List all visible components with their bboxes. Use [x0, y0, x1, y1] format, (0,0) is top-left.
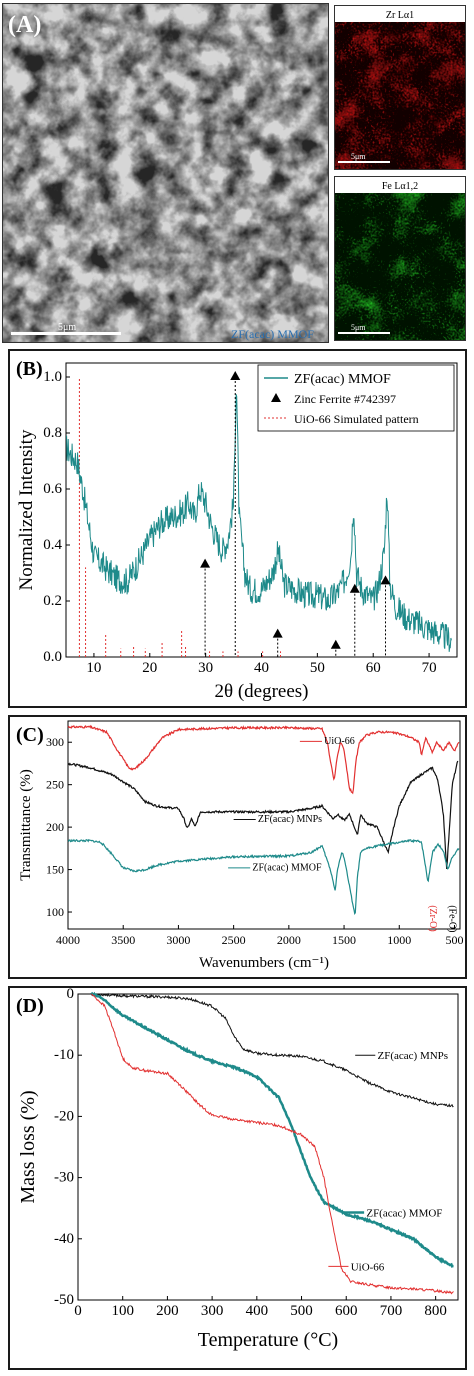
x-tick-label: 700: [380, 1303, 403, 1319]
ftir-trace-2: [67, 838, 460, 916]
x-tick-label: 1000: [387, 933, 411, 947]
x-axis-label: Temperature (°C): [198, 1329, 338, 1351]
y-tick-label: 0.8: [43, 425, 62, 441]
sem-scale-bar: [11, 332, 121, 335]
ferrite-marker: [349, 583, 360, 593]
x-tick-label: 200: [156, 1303, 179, 1319]
y-tick-label: 0.0: [43, 649, 62, 665]
x-tick-label: 2000: [277, 933, 301, 947]
y-tick-label: 0.6: [43, 481, 62, 497]
panel-a: (A) 5μm ZF(acac) MMOF: [2, 3, 329, 343]
mnps-annotation: ZF(acac) MNPs: [258, 814, 322, 825]
x-tick-label: 600: [335, 1303, 358, 1319]
fe-o-label: (Fe-O): [447, 905, 458, 932]
y-tick-label: 0.4: [43, 537, 62, 553]
ferrite-marker: [230, 371, 241, 380]
x-tick-label: 0: [74, 1303, 82, 1319]
mmof-annotation: ZF(acac) MMOF: [366, 1207, 442, 1219]
ferrite-marker: [330, 639, 341, 649]
x-tick-label: 40: [254, 660, 269, 676]
tga-trace-1: [90, 991, 454, 1268]
x-tick-label: 3500: [111, 933, 135, 947]
legend-label: ZF(acac) MMOF: [294, 372, 391, 387]
x-tick-label: 4000: [56, 933, 80, 947]
ferrite-marker: [272, 628, 283, 638]
y-tick-label: 100: [46, 905, 64, 919]
panel-c: 4000 3500 3000 2500 2000 1500 1000 500 100 150 200…: [8, 715, 467, 979]
x-tick-label: 500: [445, 933, 463, 947]
x-tick-label: 400: [246, 1303, 269, 1319]
fe-map-title: Fe Lα1,2: [382, 181, 418, 192]
x-axis-label: 2θ (degrees): [214, 681, 308, 702]
mnps-annotation: ZF(acac) MNPs: [378, 1050, 449, 1062]
legend-box: [257, 364, 455, 432]
y-tick-label: -50: [54, 1292, 74, 1308]
panel-a-label: (A): [8, 12, 41, 38]
mmof-trace: [66, 394, 452, 652]
zr-scale-text: 5μm: [351, 152, 366, 161]
y-tick-label: 1.0: [43, 369, 62, 385]
ftir-chart: 4000 3500 3000 2500 2000 1500 1000 500 100 150 200…: [16, 720, 463, 971]
uio66-annotation: UiO-66: [351, 1261, 385, 1273]
y-tick-label: -40: [54, 1231, 74, 1247]
y-tick-label: 200: [46, 820, 64, 834]
x-tick-label: 500: [290, 1303, 313, 1319]
ftir-trace-0: [67, 724, 460, 795]
x-tick-label: 300: [201, 1303, 224, 1319]
legend-swatch-ferrite: [271, 393, 281, 402]
x-tick-label: 1500: [332, 933, 356, 947]
y-tick-label: 0.2: [43, 593, 62, 609]
y-tick-label: 150: [46, 863, 64, 877]
legend-label: UiO-66 Simulated pattern: [294, 412, 419, 426]
uio66-annotation: UiO-66: [324, 736, 355, 747]
xrd-chart: 10 20 30 40 50 60 70 0.0 0.2 0.4 0.6 0.8 1.0 2θ (degr…: [16, 358, 458, 702]
mmof-annotation: ZF(acac) MMOF: [252, 862, 322, 873]
x-tick-label: 10: [86, 660, 101, 676]
x-tick-label: 3000: [166, 933, 190, 947]
x-tick-label: 800: [424, 1303, 447, 1319]
y-tick-label: -20: [54, 1108, 74, 1124]
zr-o-label: (Zr-O): [427, 905, 438, 931]
y-axis-label: Normalized Intensity: [16, 429, 37, 590]
x-tick-label: 30: [198, 660, 213, 676]
y-tick-label: 300: [46, 735, 64, 749]
sem-scale-text: 5μm: [58, 322, 76, 333]
panel-d: 0 100 200 300 400 500 600 700 800 0 -10 -20 -30 -40 -5…: [8, 986, 467, 1370]
fe-scale-text: 5μm: [351, 323, 366, 332]
panel-label: (D): [16, 995, 44, 1017]
x-tick-label: 2500: [222, 933, 246, 947]
plot-frame: [67, 720, 461, 930]
x-tick-label: 20: [142, 660, 157, 676]
y-axis-label: Transmittance (%): [18, 769, 34, 881]
x-tick-label: 60: [366, 660, 381, 676]
y-tick-label: -30: [54, 1170, 74, 1186]
y-axis-label: Mass loss (%): [17, 1090, 39, 1203]
ferrite-marker: [200, 558, 211, 568]
zr-map: Zr Lα1 5μm: [334, 5, 466, 170]
sem-image: (A) 5μm ZF(acac) MMOF: [3, 4, 328, 342]
fe-map: Fe Lα1,2 5μm: [334, 176, 466, 341]
x-tick-label: 50: [310, 660, 325, 676]
zr-map-title: Zr Lα1: [386, 10, 414, 21]
panel-label: (B): [16, 358, 43, 380]
ftir-trace-1: [67, 760, 459, 869]
y-tick-label: 0: [67, 988, 75, 1002]
x-tick-label: 100: [111, 1303, 134, 1319]
x-axis-label: Wavenumbers (cm⁻¹): [199, 955, 329, 971]
ferrite-marker: [380, 575, 391, 585]
x-tick-label: 70: [422, 660, 437, 676]
panel-label: (C): [16, 724, 44, 746]
tga-trace-0: [91, 991, 454, 1108]
tga-chart: 0 100 200 300 400 500 600 700 800 0 -10 -20 -30 -40 -5…: [16, 986, 459, 1351]
tga-trace-2: [91, 993, 454, 1295]
y-tick-label: 250: [46, 778, 64, 792]
sem-caption: ZF(acac) MMOF: [231, 327, 314, 341]
panel-b: 10 20 30 40 50 60 70 0.0 0.2 0.4 0.6 0.8 1.0 2θ (degr…: [8, 349, 467, 708]
y-tick-label: -10: [54, 1047, 74, 1063]
plot-frame: [77, 993, 459, 1301]
legend-label: Zinc Ferrite #742397: [294, 392, 396, 406]
